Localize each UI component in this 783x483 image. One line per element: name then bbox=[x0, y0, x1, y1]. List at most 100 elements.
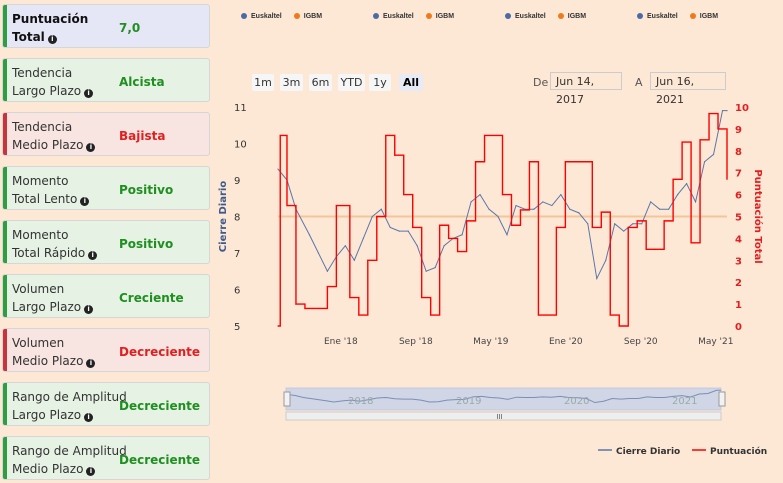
data-point-puntuacion bbox=[358, 314, 360, 316]
data-point-cierre-diario bbox=[712, 153, 715, 156]
card-subtitle-text: Total Rápido bbox=[12, 246, 86, 260]
data-point-puntuacion bbox=[403, 194, 405, 196]
data-point-puntuacion bbox=[600, 211, 602, 213]
legend-label: IGBM bbox=[303, 13, 323, 20]
data-point-cierre-diario bbox=[668, 208, 670, 210]
legend-item-igbm[interactable]: IGBM bbox=[557, 13, 586, 20]
legend-label-puntuacion[interactable]: Puntuación bbox=[710, 446, 767, 457]
data-point-cierre-diario bbox=[362, 237, 364, 239]
data-point-cierre-diario bbox=[407, 230, 409, 232]
navigator-scrollbar[interactable] bbox=[285, 411, 722, 421]
x-tick-label: May '19 bbox=[473, 337, 509, 347]
y-right-tick-label: 2 bbox=[735, 278, 742, 289]
scrollbar-grip-icon[interactable]: III bbox=[497, 413, 503, 421]
legend-label: Euskaltel bbox=[515, 13, 546, 20]
indicator-card[interactable]: Momento Total Rápido i Positivo bbox=[2, 220, 210, 264]
legend-item-igbm[interactable]: IGBM bbox=[425, 13, 454, 20]
info-icon[interactable]: i bbox=[88, 251, 98, 260]
legend-item-euskaltel[interactable]: Euskaltel bbox=[637, 13, 678, 20]
card-subtitle-text: Largo Plazo bbox=[12, 408, 82, 422]
card-value: Creciente bbox=[119, 291, 184, 305]
range-button[interactable]: 1y bbox=[369, 74, 391, 91]
legend-group: Euskaltel IGBM bbox=[241, 13, 334, 20]
info-icon[interactable]: i bbox=[84, 413, 94, 422]
indicator-card[interactable]: Tendencia Medio Plazo i Bajista bbox=[2, 112, 210, 156]
y-right-tick-label: 5 bbox=[735, 213, 742, 224]
data-point-puntuacion bbox=[582, 161, 584, 163]
legend-dot-icon bbox=[293, 13, 300, 19]
indicator-card[interactable]: Volumen Medio Plazo i Decreciente bbox=[2, 328, 210, 372]
data-point-puntuacion bbox=[439, 224, 441, 226]
legend-item-igbm[interactable]: IGBM bbox=[689, 13, 718, 20]
card-accent-bar bbox=[3, 167, 7, 209]
indicator-card[interactable]: Puntuación Total i 7,0 bbox=[2, 4, 210, 48]
info-icon[interactable]: i bbox=[47, 35, 57, 44]
info-icon[interactable]: i bbox=[80, 197, 90, 206]
data-point-puntuacion bbox=[385, 134, 387, 137]
legend-label-cierre-diario[interactable]: Cierre Diario bbox=[616, 447, 680, 457]
y-left-tick-label: 8 bbox=[234, 213, 240, 224]
y-left-tick-label: 11 bbox=[234, 103, 247, 114]
card-value: Decreciente bbox=[119, 399, 201, 413]
info-icon[interactable]: i bbox=[86, 143, 96, 152]
indicator-card[interactable]: Momento Total Lento i Positivo bbox=[2, 166, 210, 210]
navigator-left-handle[interactable] bbox=[283, 391, 291, 407]
data-point-puntuacion bbox=[317, 307, 320, 310]
card-title: Rango de Amplitud bbox=[12, 390, 127, 404]
card-subtitle: Largo Plazo i bbox=[12, 84, 94, 98]
legend-label: Euskaltel bbox=[251, 13, 282, 20]
data-point-cierre-diario bbox=[605, 259, 607, 261]
y-left-tick-label: 5 bbox=[234, 322, 240, 333]
card-value: Decreciente bbox=[119, 453, 201, 467]
data-point-cierre-diario bbox=[326, 270, 328, 272]
legend-item-igbm[interactable]: IGBM bbox=[293, 13, 323, 20]
indicator-card[interactable]: Rango de Amplitud Medio Plazo i Decreciente bbox=[2, 436, 210, 480]
range-button[interactable]: 1m bbox=[252, 74, 274, 91]
data-point-puntuacion bbox=[672, 178, 674, 180]
legend-item-euskaltel[interactable]: Euskaltel bbox=[505, 13, 546, 20]
data-point-cierre-diario bbox=[515, 204, 517, 207]
data-point-cierre-diario bbox=[461, 234, 463, 236]
x-tick-label: May '21 bbox=[698, 337, 733, 347]
data-point-puntuacion bbox=[367, 259, 369, 261]
data-point-cierre-diario bbox=[596, 277, 598, 280]
data-point-puntuacion bbox=[457, 250, 459, 253]
data-point-puntuacion bbox=[474, 161, 477, 163]
info-icon[interactable]: i bbox=[84, 89, 94, 98]
legend-label: Euskaltel bbox=[383, 13, 414, 20]
legend-item-euskaltel[interactable]: Euskaltel bbox=[241, 13, 282, 20]
info-icon[interactable]: i bbox=[86, 359, 96, 368]
data-point-cierre-diario bbox=[614, 223, 616, 225]
indicator-card[interactable]: Rango de Amplitud Largo Plazo i Decreciente bbox=[2, 382, 210, 426]
data-point-puntuacion bbox=[376, 215, 378, 218]
data-point-cierre-diario bbox=[721, 110, 724, 112]
legend-item-euskaltel[interactable]: Euskaltel bbox=[373, 13, 414, 20]
range-button[interactable]: All bbox=[399, 74, 423, 91]
date-to-input[interactable]: Jun 16, 2021 bbox=[650, 72, 726, 106]
y-right-tick-label: 4 bbox=[735, 234, 742, 245]
card-subtitle: Medio Plazo i bbox=[12, 138, 96, 152]
indicator-card[interactable]: Volumen Largo Plazo i Creciente bbox=[2, 274, 210, 318]
data-point-cierre-diario bbox=[470, 201, 472, 203]
y-right-tick-label: 9 bbox=[735, 125, 742, 136]
card-value: Alcista bbox=[119, 75, 165, 89]
range-button[interactable]: 6m bbox=[309, 74, 332, 91]
data-point-cierre-diario bbox=[353, 259, 355, 261]
legend-dot-icon bbox=[637, 13, 643, 19]
data-point-puntuacion bbox=[349, 296, 351, 299]
data-point-cierre-diario bbox=[623, 230, 625, 232]
info-icon[interactable]: i bbox=[84, 305, 94, 314]
data-point-puntuacion bbox=[394, 154, 396, 156]
y-right-tick-label: 3 bbox=[735, 256, 742, 267]
x-tick-label: Ene '20 bbox=[549, 337, 583, 347]
data-point-puntuacion bbox=[654, 248, 656, 250]
indicator-card[interactable]: Tendencia Largo Plazo i Alcista bbox=[2, 58, 210, 102]
navigator-right-handle[interactable] bbox=[718, 391, 726, 407]
data-point-cierre-diario bbox=[308, 234, 311, 236]
info-icon[interactable]: i bbox=[86, 467, 96, 476]
range-button[interactable]: 3m bbox=[280, 74, 303, 91]
y-left-tick-label: 7 bbox=[234, 249, 240, 260]
range-button[interactable]: YTD bbox=[338, 74, 365, 91]
legend-group: Euskaltel IGBM bbox=[505, 13, 598, 20]
date-from-input[interactable]: Jun 14, 2017 bbox=[550, 72, 622, 106]
